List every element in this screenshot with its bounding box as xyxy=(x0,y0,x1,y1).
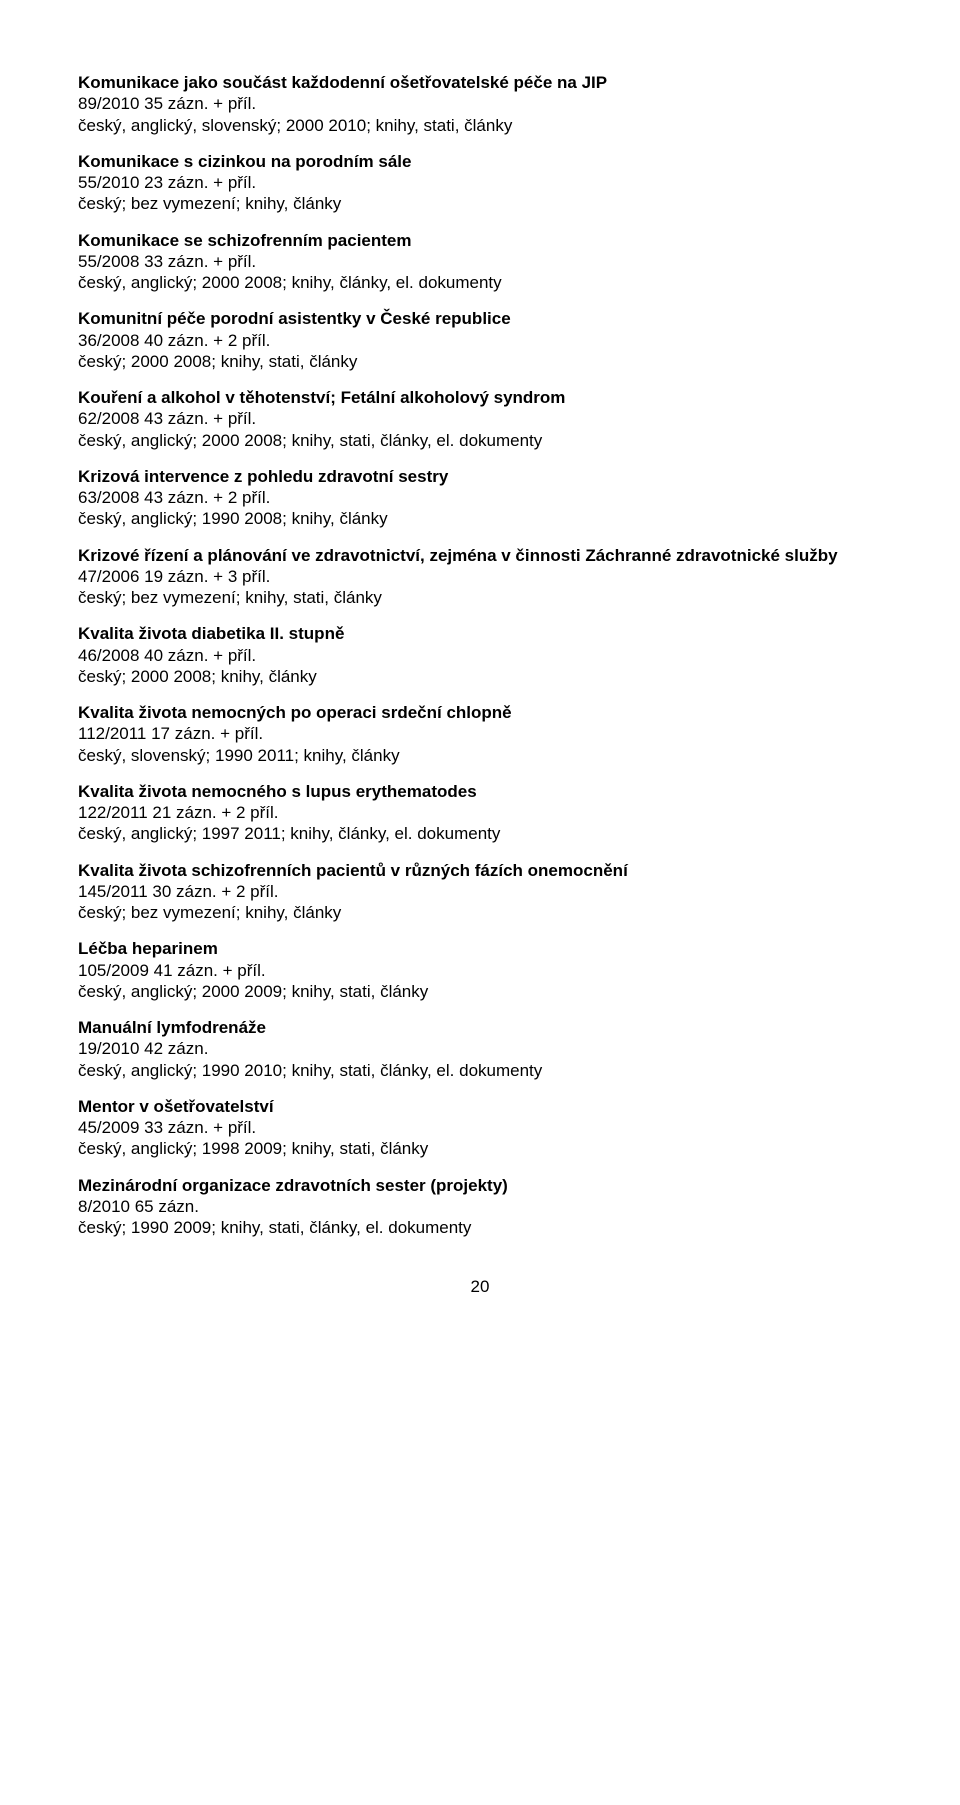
entry-title: Léčba heparinem xyxy=(78,938,882,959)
entry-reference: 55/2010 23 zázn. + příl. xyxy=(78,172,882,193)
entry: Kouření a alkohol v těhotenství; Fetální… xyxy=(78,387,882,451)
entry: Mentor v ošetřovatelství45/2009 33 zázn.… xyxy=(78,1096,882,1160)
entry-reference: 105/2009 41 zázn. + příl. xyxy=(78,960,882,981)
entry-reference: 89/2010 35 zázn. + příl. xyxy=(78,93,882,114)
entry: Manuální lymfodrenáže19/2010 42 zázn.čes… xyxy=(78,1017,882,1081)
entry-scope: český; 2000 2008; knihy, články xyxy=(78,666,882,687)
entry-title: Kvalita života nemocného s lupus erythem… xyxy=(78,781,882,802)
entry: Krizové řízení a plánování ve zdravotnic… xyxy=(78,545,882,609)
entries-list: Komunikace jako součást každodenní ošetř… xyxy=(78,72,882,1238)
entry-scope: český, slovenský; 1990 2011; knihy, člán… xyxy=(78,745,882,766)
entry-scope: český; 1990 2009; knihy, stati, články, … xyxy=(78,1217,882,1238)
entry-title: Manuální lymfodrenáže xyxy=(78,1017,882,1038)
entry-title: Mezinárodní organizace zdravotních seste… xyxy=(78,1175,882,1196)
entry-title: Komunikace s cizinkou na porodním sále xyxy=(78,151,882,172)
entry-scope: český; bez vymezení; knihy, stati, článk… xyxy=(78,587,882,608)
entry-reference: 55/2008 33 zázn. + příl. xyxy=(78,251,882,272)
entry-scope: český, anglický; 1998 2009; knihy, stati… xyxy=(78,1138,882,1159)
entry-scope: český, anglický; 2000 2009; knihy, stati… xyxy=(78,981,882,1002)
entry-scope: český, anglický; 2000 2008; knihy, článk… xyxy=(78,272,882,293)
entry-title: Kvalita života diabetika II. stupně xyxy=(78,623,882,644)
entry-reference: 145/2011 30 zázn. + 2 příl. xyxy=(78,881,882,902)
entry-scope: český, anglický; 1990 2010; knihy, stati… xyxy=(78,1060,882,1081)
entry-title: Komunikace jako součást každodenní ošetř… xyxy=(78,72,882,93)
page-number: 20 xyxy=(78,1276,882,1297)
entry: Kvalita života diabetika II. stupně46/20… xyxy=(78,623,882,687)
entry-scope: český, anglický, slovenský; 2000 2010; k… xyxy=(78,115,882,136)
entry: Kvalita života schizofrenních pacientů v… xyxy=(78,860,882,924)
entry-scope: český; bez vymezení; knihy, články xyxy=(78,193,882,214)
entry-scope: český; 2000 2008; knihy, stati, články xyxy=(78,351,882,372)
entry-title: Komunikace se schizofrenním pacientem xyxy=(78,230,882,251)
entry-reference: 112/2011 17 zázn. + příl. xyxy=(78,723,882,744)
entry-reference: 19/2010 42 zázn. xyxy=(78,1038,882,1059)
entry: Komunikace jako součást každodenní ošetř… xyxy=(78,72,882,136)
entry: Léčba heparinem105/2009 41 zázn. + příl.… xyxy=(78,938,882,1002)
entry-title: Kouření a alkohol v těhotenství; Fetální… xyxy=(78,387,882,408)
entry-reference: 8/2010 65 zázn. xyxy=(78,1196,882,1217)
entry: Komunikace s cizinkou na porodním sále55… xyxy=(78,151,882,215)
entry-scope: český; bez vymezení; knihy, články xyxy=(78,902,882,923)
entry-scope: český, anglický; 2000 2008; knihy, stati… xyxy=(78,430,882,451)
entry-reference: 45/2009 33 zázn. + příl. xyxy=(78,1117,882,1138)
entry-scope: český, anglický; 1997 2011; knihy, článk… xyxy=(78,823,882,844)
entry: Mezinárodní organizace zdravotních seste… xyxy=(78,1175,882,1239)
entry-title: Komunitní péče porodní asistentky v Česk… xyxy=(78,308,882,329)
entry-reference: 122/2011 21 zázn. + 2 příl. xyxy=(78,802,882,823)
entry: Kvalita života nemocného s lupus erythem… xyxy=(78,781,882,845)
entry-title: Krizová intervence z pohledu zdravotní s… xyxy=(78,466,882,487)
entry: Komunitní péče porodní asistentky v Česk… xyxy=(78,308,882,372)
entry-reference: 47/2006 19 zázn. + 3 příl. xyxy=(78,566,882,587)
entry-reference: 63/2008 43 zázn. + 2 příl. xyxy=(78,487,882,508)
entry-reference: 46/2008 40 zázn. + příl. xyxy=(78,645,882,666)
entry: Kvalita života nemocných po operaci srde… xyxy=(78,702,882,766)
entry: Krizová intervence z pohledu zdravotní s… xyxy=(78,466,882,530)
entry-title: Mentor v ošetřovatelství xyxy=(78,1096,882,1117)
entry: Komunikace se schizofrenním pacientem55/… xyxy=(78,230,882,294)
entry-title: Krizové řízení a plánování ve zdravotnic… xyxy=(78,545,882,566)
entry-title: Kvalita života nemocných po operaci srde… xyxy=(78,702,882,723)
entry-scope: český, anglický; 1990 2008; knihy, článk… xyxy=(78,508,882,529)
entry-reference: 62/2008 43 zázn. + příl. xyxy=(78,408,882,429)
entry-title: Kvalita života schizofrenních pacientů v… xyxy=(78,860,882,881)
entry-reference: 36/2008 40 zázn. + 2 příl. xyxy=(78,330,882,351)
